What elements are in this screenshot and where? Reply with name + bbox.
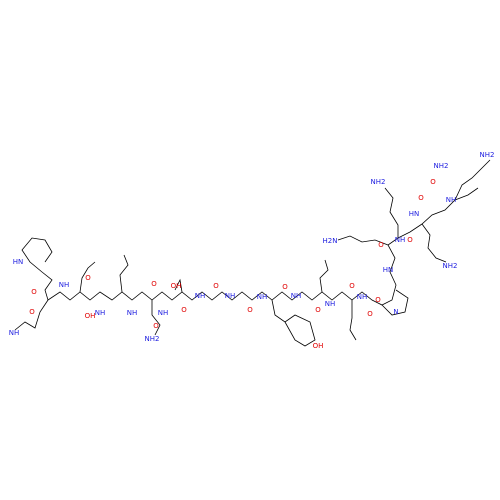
atom-label: OH (171, 282, 182, 290)
atom-label: O (247, 306, 253, 314)
atom-label: O (181, 306, 187, 314)
atom-label: OH (313, 342, 324, 350)
atom-label: O (151, 280, 157, 288)
atom-label: HN (409, 210, 420, 218)
atom-label: O (282, 283, 288, 291)
atom-label: NH (395, 236, 406, 244)
atom-label: O (85, 274, 91, 282)
atom-label: NH (195, 292, 206, 300)
atom-label: NH (95, 309, 106, 317)
atom-label: NH (225, 292, 236, 300)
atom-label: O (29, 308, 35, 316)
atom-label: NH (291, 292, 302, 300)
atom-label: NH2 (434, 162, 449, 170)
atom-label: NH2 (480, 151, 495, 159)
atom-label: O (378, 241, 384, 249)
atom-label: O (430, 178, 436, 186)
atom-label: NH (127, 309, 138, 317)
atom-label: NH (325, 300, 336, 308)
atom-label: O (418, 194, 424, 202)
atom-label: NH (357, 293, 368, 301)
atom-label: HN (383, 266, 394, 274)
atom-label: H2N (323, 237, 338, 245)
atom-label: O (349, 282, 355, 290)
atom-label: NH2 (145, 335, 160, 343)
atom-label: O (375, 296, 381, 304)
atom-label: NH (158, 309, 169, 317)
atom-label: NH (446, 196, 457, 204)
atom-label: NH2 (371, 178, 386, 186)
atom-labels: NH2 NH2 O NH O HN NH2 O NH NH2 O H2N HN … (9, 151, 495, 350)
atom-label: HN (13, 258, 24, 266)
atom-label: O (213, 282, 219, 290)
atom-label: OH (85, 312, 96, 320)
atom-label: NH2 (443, 262, 458, 270)
atom-label: NH (9, 329, 20, 337)
atom-label: NH (59, 281, 70, 289)
atom-label: NH (257, 293, 268, 301)
atom-label: O (407, 236, 413, 244)
atom-label: O (153, 322, 159, 330)
atom-label: O (367, 310, 373, 318)
atom-label: O (31, 288, 37, 296)
bonds (14, 159, 491, 347)
atom-label: O (315, 306, 321, 314)
atom-label: N (393, 308, 398, 316)
